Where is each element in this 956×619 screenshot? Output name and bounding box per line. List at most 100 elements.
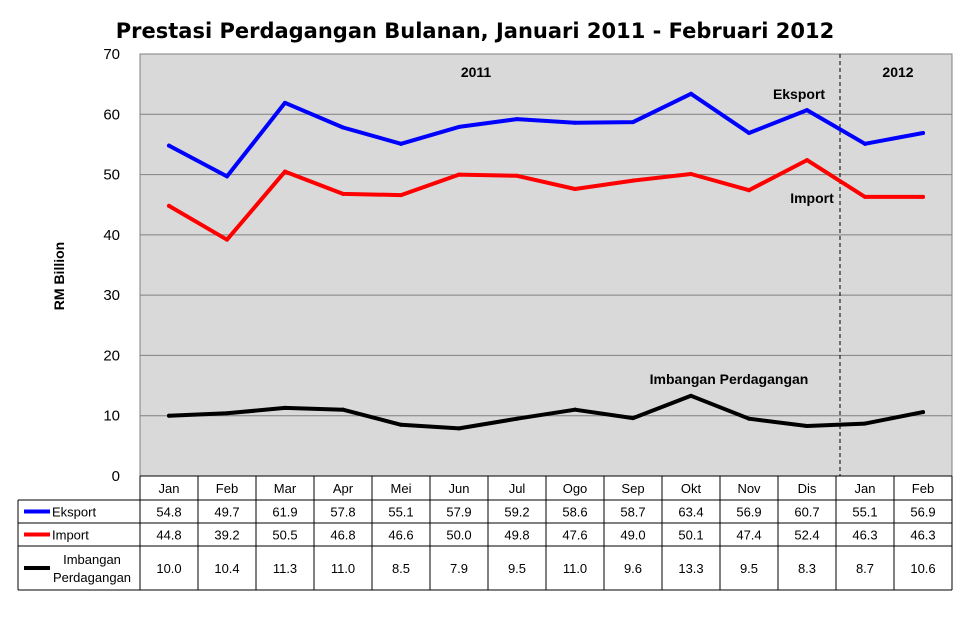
table-cell: 63.4 (678, 505, 703, 520)
table-cell: 10.6 (910, 561, 935, 576)
x-tick-label: Apr (333, 481, 354, 496)
table-cell: 10.0 (156, 561, 181, 576)
plot-area (139, 53, 953, 477)
x-tick-label: Mei (391, 481, 412, 496)
data-point (457, 124, 461, 129)
y-axis-label: RM Billion (51, 242, 67, 310)
table-cell: 7.9 (450, 561, 468, 576)
table-cell: 55.1 (852, 505, 877, 520)
table-cell: 59.2 (504, 505, 529, 520)
x-tick-label: Jan (855, 481, 876, 496)
data-point (341, 407, 345, 412)
data-point (399, 141, 403, 146)
table-cell: 13.3 (678, 561, 703, 576)
x-tick-label: Jul (509, 481, 526, 496)
table-cell: 50.1 (678, 528, 703, 543)
data-point (921, 194, 925, 199)
table-cell: 10.4 (214, 561, 239, 576)
table-cell: 49.7 (214, 505, 239, 520)
table-cell: 61.9 (272, 505, 297, 520)
data-point (863, 141, 867, 146)
data-point (863, 421, 867, 426)
data-point (689, 393, 693, 398)
table-cell: 44.8 (156, 528, 181, 543)
table-cell: 58.7 (620, 505, 645, 520)
y-tick-label: 0 (112, 468, 120, 485)
table-cell: 46.3 (910, 528, 935, 543)
data-point (689, 171, 693, 176)
data-point (399, 422, 403, 427)
x-tick-label: Mar (274, 481, 297, 496)
table-cell: 9.5 (508, 561, 526, 576)
data-point (573, 120, 577, 125)
table-cell: 50.5 (272, 528, 297, 543)
y-tick-label: 30 (103, 287, 120, 304)
data-point (283, 405, 287, 410)
data-point (167, 203, 171, 208)
table-cell: 8.7 (856, 561, 874, 576)
table-cell: 57.9 (446, 505, 471, 520)
row-header: Import (52, 528, 89, 543)
data-point (747, 416, 751, 421)
table-cell: 46.8 (330, 528, 355, 543)
table-cell: 39.2 (214, 528, 239, 543)
series-lines (167, 91, 925, 431)
row-header: Perdagangan (53, 570, 131, 585)
x-tick-label: Okt (681, 481, 702, 496)
table-cell: 56.9 (910, 505, 935, 520)
data-point (747, 130, 751, 135)
data-point (805, 108, 809, 113)
x-tick-label: Ogo (563, 481, 588, 496)
table-cell: 56.9 (736, 505, 761, 520)
y-tick-label: 40 (103, 227, 120, 244)
data-point (341, 125, 345, 130)
data-point (167, 143, 171, 148)
row-header: Imbangan (63, 552, 121, 567)
series-line-2 (167, 393, 925, 431)
x-tick-label: Feb (912, 481, 934, 496)
data-point (863, 194, 867, 199)
data-point (283, 169, 287, 174)
data-point (225, 237, 229, 242)
data-point (283, 100, 287, 105)
series-line-1 (167, 158, 925, 242)
y-tick-label: 20 (103, 347, 120, 364)
year-label-2011: 2011 (461, 64, 492, 80)
x-tick-label: Nov (737, 481, 761, 496)
data-point (631, 178, 635, 183)
data-point (225, 411, 229, 416)
row-header: Eksport (52, 505, 96, 520)
table-cell: 49.8 (504, 528, 529, 543)
data-point (515, 416, 519, 421)
data-point (689, 91, 693, 96)
data-point (573, 407, 577, 412)
y-tick-label: 10 (103, 408, 120, 425)
data-point (805, 158, 809, 163)
y-tick-label: 60 (103, 106, 120, 123)
x-tick-label: Jan (159, 481, 180, 496)
table-cell: 55.1 (388, 505, 413, 520)
x-tick-label: Sep (621, 481, 644, 496)
data-point (225, 174, 229, 179)
data-point (631, 416, 635, 421)
data-point (457, 172, 461, 177)
data-point (167, 413, 171, 418)
data-point (457, 426, 461, 431)
table-cell: 49.0 (620, 528, 645, 543)
data-point (631, 120, 635, 125)
table-cell: 8.3 (798, 561, 816, 576)
table-cell: 50.0 (446, 528, 471, 543)
table-cell: 11.0 (331, 561, 355, 576)
data-point (921, 410, 925, 415)
series-label-imbangan: Imbangan Perdagangan (650, 371, 809, 387)
table-cell: 46.3 (852, 528, 877, 543)
data-point (515, 173, 519, 178)
series-label-import: Import (790, 190, 834, 206)
table-cell: 54.8 (156, 505, 181, 520)
data-point (805, 423, 809, 428)
y-tick-label: 50 (103, 167, 120, 184)
y-tick-label: 70 (103, 46, 120, 63)
table-cell: 60.7 (794, 505, 819, 520)
table-cell: 52.4 (794, 528, 819, 543)
data-point (573, 187, 577, 192)
